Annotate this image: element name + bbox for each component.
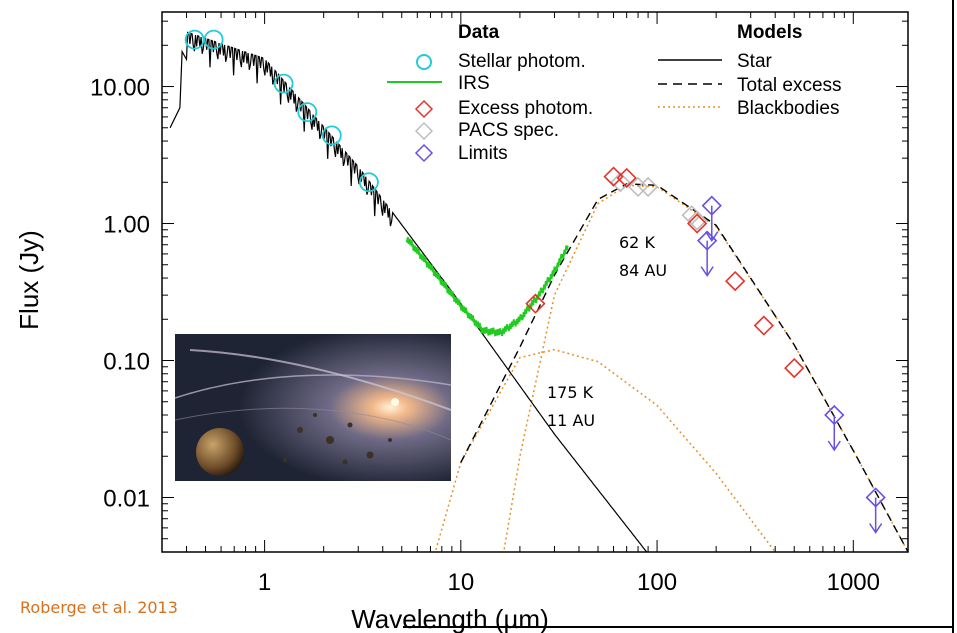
legend-pacs-marker xyxy=(414,121,434,141)
stellar-point xyxy=(358,172,379,193)
limit-arrow-head xyxy=(700,266,714,277)
pacs-point xyxy=(610,172,631,193)
legend-data-title: Data xyxy=(458,22,500,43)
legend-excess-label: Excess photom. xyxy=(458,98,593,119)
star-model-curve xyxy=(169,31,648,552)
limit-arrow-head xyxy=(705,231,719,243)
legend-models-title: Models xyxy=(737,22,802,43)
annotations: 62 K 84 AU 175 K 11 AU xyxy=(547,233,667,430)
x-axis-title: Wavelength (µm) xyxy=(351,604,549,633)
total-excess-curve xyxy=(460,183,908,552)
legend-stellar-label: Stellar photom. xyxy=(458,51,586,72)
y-tick-label: 0.01 xyxy=(103,485,150,512)
y-tick-label: 1.00 xyxy=(103,212,150,239)
warm-temp-label: 175 K xyxy=(547,383,594,402)
stellar-point xyxy=(297,102,318,123)
cold-temp-label: 62 K xyxy=(619,233,655,252)
y-tick-labels: 0.01 0.10 1.00 10.00 xyxy=(90,75,150,513)
warm-dist-label: 11 AU xyxy=(547,411,595,430)
legend-irs-label: IRS xyxy=(458,73,490,94)
pacs-point xyxy=(627,176,649,198)
stellar-point xyxy=(203,29,224,50)
excess-point xyxy=(525,293,546,314)
y-tick-label: 0.10 xyxy=(103,349,150,376)
legend-excess-marker xyxy=(414,99,434,119)
excess-point xyxy=(784,357,805,379)
slide-frame-bottom xyxy=(403,626,952,628)
legend-star-label: Star xyxy=(737,51,773,72)
x-tick-label: 100 xyxy=(637,569,677,596)
stellar-point xyxy=(321,125,342,146)
pacs-point xyxy=(686,210,708,231)
stellar-point xyxy=(184,29,205,50)
excess-point xyxy=(725,270,746,292)
legend-limits-marker xyxy=(414,143,434,163)
excess-point xyxy=(686,213,708,234)
excess-point xyxy=(753,315,774,336)
axis-ticks xyxy=(161,12,908,553)
irs-spectrum xyxy=(405,237,569,337)
plot-frame xyxy=(161,11,909,553)
limit-arrow-head xyxy=(869,523,883,534)
y-axis-title: Flux (Jy) xyxy=(14,230,44,330)
limit-arrow-head xyxy=(827,440,841,452)
y-tick-label: 10.00 xyxy=(90,75,150,102)
legend-total-excess-label: Total excess xyxy=(737,75,842,96)
x-tick-label: 10 xyxy=(447,569,474,596)
warm-blackbody-curve xyxy=(434,348,776,552)
excess-point xyxy=(616,167,637,189)
cold-dist-label: 84 AU xyxy=(619,261,667,280)
x-tick-label: 1 xyxy=(258,569,271,596)
slide-frame-right xyxy=(952,0,954,633)
inset-illustration xyxy=(174,334,452,481)
excess-point xyxy=(603,166,624,187)
data-points xyxy=(184,29,886,534)
legend-stellar-marker xyxy=(416,54,432,70)
citation-credit: Roberge et al. 2013 xyxy=(20,598,178,617)
legend: Data Models Stellar photom. IRS Excess p… xyxy=(387,22,842,164)
x-tick-labels: 1 10 100 1000 xyxy=(258,569,880,596)
cold-blackbody-curve xyxy=(502,184,908,552)
legend-blackbodies-label: Blackbodies xyxy=(737,98,839,119)
stellar-point xyxy=(273,73,294,94)
pacs-point xyxy=(637,176,659,198)
x-tick-label: 1000 xyxy=(827,569,880,596)
legend-pacs-label: PACS spec. xyxy=(458,120,559,141)
legend-limits-label: Limits xyxy=(458,143,508,164)
